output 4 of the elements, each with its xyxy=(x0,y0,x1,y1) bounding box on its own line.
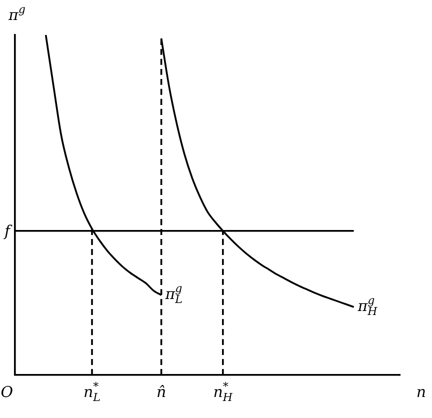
x-axis-title: n xyxy=(416,383,426,401)
series-label: f xyxy=(3,222,12,240)
text: O xyxy=(0,383,14,401)
x-tick-label: n̂ xyxy=(156,383,166,401)
